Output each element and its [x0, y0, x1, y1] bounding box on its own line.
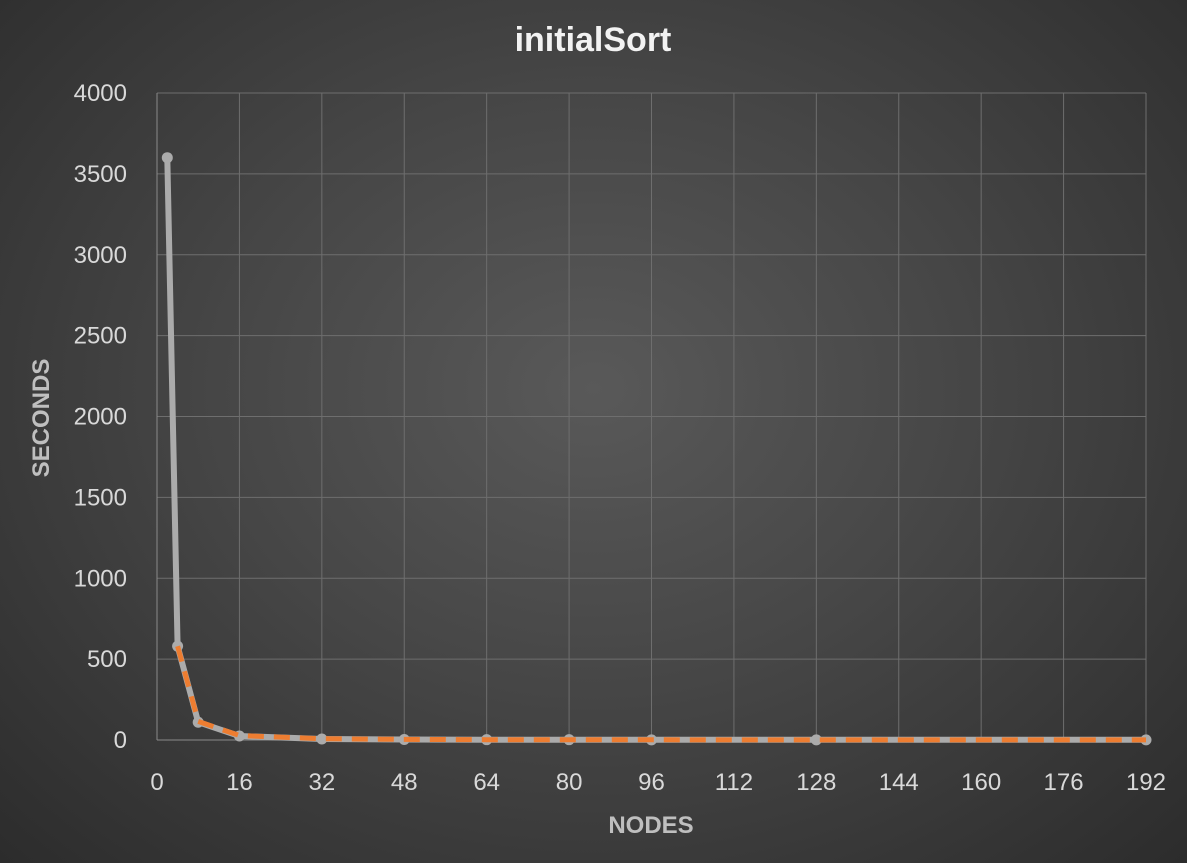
x-tick-label: 128 — [796, 769, 836, 796]
x-axis-ticks: 0 16 32 48 64 80 96 112 128 144 160 176 192 — [150, 769, 1166, 796]
x-tick-label: 16 — [226, 769, 253, 796]
y-tick-label: 4000 — [74, 80, 127, 107]
x-tick-label: 176 — [1044, 769, 1084, 796]
x-tick-label: 48 — [391, 769, 418, 796]
x-tick-label: 144 — [879, 769, 919, 796]
y-tick-label: 3000 — [74, 242, 127, 269]
x-tick-label: 64 — [473, 769, 500, 796]
y-tick-label: 0 — [114, 727, 127, 754]
data-point — [810, 734, 822, 746]
y-tick-label: 1000 — [74, 565, 127, 592]
y-tick-label: 2500 — [74, 323, 127, 350]
x-tick-label: 160 — [961, 769, 1001, 796]
series-line-2 — [175, 645, 1146, 743]
data-point — [316, 733, 328, 745]
gridlines — [157, 92, 1147, 740]
x-tick-label: 112 — [715, 769, 753, 796]
x-tick-label: 96 — [638, 769, 665, 796]
x-tick-label: 0 — [150, 769, 163, 796]
y-axis-title: SECONDS — [28, 359, 55, 478]
y-tick-label: 3500 — [74, 161, 127, 188]
x-tick-label: 32 — [308, 769, 335, 796]
y-tick-label: 1500 — [74, 484, 127, 511]
y-axis-ticks: 0 500 1000 1500 2000 2500 3000 3500 4000 — [74, 80, 127, 754]
series-line-1 — [164, 154, 1149, 743]
chart-title: initialSort — [515, 21, 672, 59]
y-tick-label: 2000 — [74, 404, 127, 431]
y-tick-label: 500 — [87, 646, 127, 673]
data-point — [161, 152, 173, 164]
x-axis-title: NODES — [608, 812, 693, 839]
x-tick-label: 192 — [1126, 769, 1166, 796]
x-tick-label: 80 — [556, 769, 583, 796]
series-layer — [161, 152, 1152, 746]
